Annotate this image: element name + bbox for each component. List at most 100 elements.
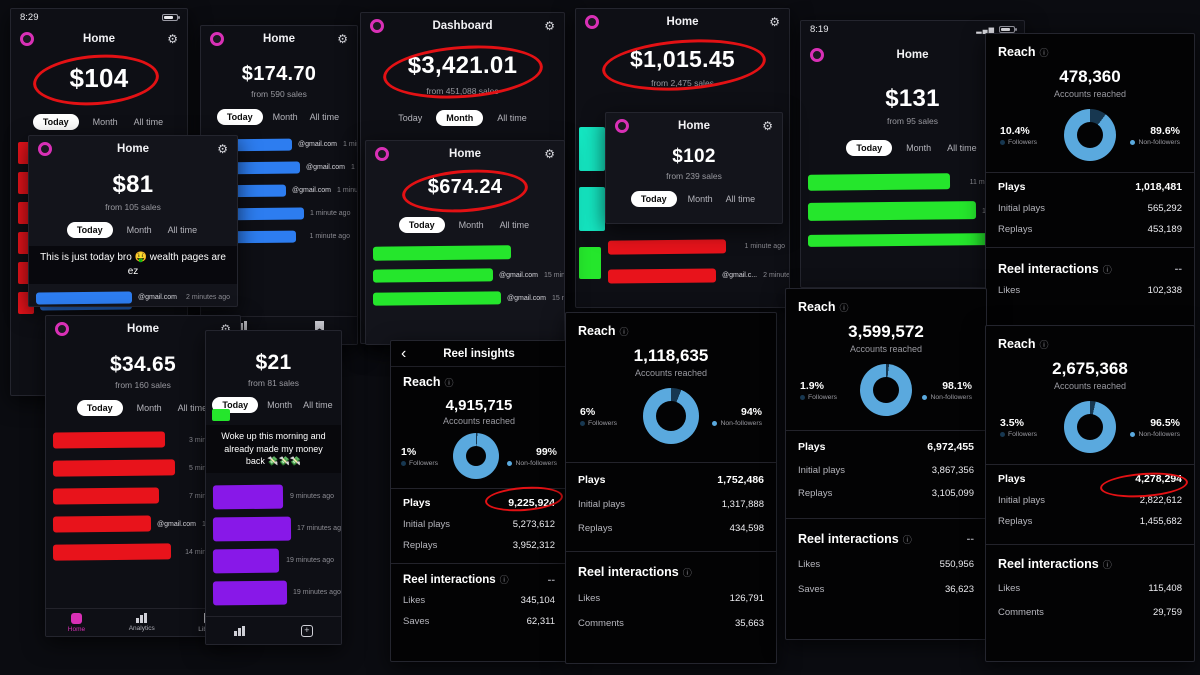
non-followers-pct: 89.6% <box>1150 124 1180 137</box>
transaction-row[interactable]: @gmail.com 15 minutes ago <box>372 268 564 283</box>
reach-insights-panel-2675368: Reach ⓘ 2,675,368 Accounts reached 3.5% … <box>985 325 1195 662</box>
transaction-row[interactable]: @gmail.com 15 minutes ago <box>372 291 564 306</box>
settings-gear-icon[interactable]: ⚙ <box>544 18 555 33</box>
tab-today[interactable]: Today <box>76 400 123 416</box>
tab-all-time[interactable]: All time <box>167 225 198 235</box>
page-title: Home <box>83 32 115 45</box>
settings-gear-icon[interactable]: ⚙ <box>769 14 780 29</box>
redacted-content <box>607 238 727 255</box>
reel-interactions-label: Reel interactions <box>998 262 1099 276</box>
divider <box>566 462 776 463</box>
nav-analytics[interactable] <box>234 625 245 636</box>
transaction-row[interactable]: @gmail.com 1 minute ago <box>207 137 357 152</box>
transaction-row[interactable]: 17 minutes ago <box>212 516 341 542</box>
transaction-row[interactable]: @gmail.com 1 minute ago <box>207 183 357 198</box>
tab-month[interactable]: Month <box>687 194 713 204</box>
tab-all-time[interactable]: All time <box>133 117 164 127</box>
nav-create[interactable]: + <box>300 624 313 637</box>
settings-gear-icon[interactable]: ⚙ <box>337 31 348 46</box>
followers-stat: 1.9% Followers <box>800 380 858 401</box>
transaction-row[interactable]: 1 minute ago <box>607 238 785 255</box>
tab-all-time[interactable]: All time <box>947 143 977 153</box>
tab-today[interactable]: Today <box>398 217 445 233</box>
timestamp: 15 minutes ago <box>544 272 565 279</box>
tab-today[interactable]: Today <box>32 114 79 130</box>
redacted-content <box>212 409 230 421</box>
tab-month[interactable]: Month <box>136 403 162 413</box>
tab-today[interactable]: Today <box>846 140 893 156</box>
tab-month[interactable]: Month <box>126 225 152 235</box>
reach-insights-panel-1118635: Reach ⓘ 1,118,635 Accounts reached 6% Fo… <box>565 312 777 664</box>
tab-today[interactable]: Today <box>398 113 423 123</box>
transaction-list: 1 minute ago @gmail.c... 2 minutes ago <box>607 231 789 284</box>
info-icon[interactable]: ⓘ <box>1039 47 1049 58</box>
info-icon[interactable]: ⓘ <box>902 534 912 545</box>
tab-all-time[interactable]: All time <box>499 220 530 230</box>
followers-breakdown: 6% Followers 94% Non-followers <box>566 378 776 448</box>
reach-label: Reach <box>403 375 441 389</box>
reach-donut-chart <box>860 364 912 416</box>
transaction-row[interactable] <box>372 244 557 261</box>
settings-gear-icon[interactable]: ⚙ <box>167 31 178 46</box>
info-icon[interactable]: ⓘ <box>839 302 849 313</box>
info-icon[interactable]: ⓘ <box>444 377 454 388</box>
back-icon[interactable]: ‹ <box>401 344 407 362</box>
transaction-row[interactable]: @gmail.com 1 minute ago <box>207 160 357 175</box>
settings-gear-icon[interactable]: ⚙ <box>217 141 228 156</box>
likes-row: Likes 115,408 <box>986 575 1194 599</box>
settings-gear-icon[interactable]: ⚙ <box>544 146 555 161</box>
info-icon[interactable]: ⓘ <box>682 567 692 578</box>
followers-label: Followers <box>409 459 439 467</box>
info-icon[interactable]: ⓘ <box>619 326 629 337</box>
redacted-content <box>372 291 502 306</box>
timestamp: 1 minute ago <box>343 141 357 148</box>
tab-month[interactable]: Month <box>272 112 298 122</box>
tab-month[interactable]: Month <box>92 117 118 127</box>
transaction-row[interactable]: 1 minute ago <box>207 229 350 244</box>
tab-all-time[interactable]: All time <box>309 112 340 122</box>
divider <box>391 563 567 564</box>
saves-label: Saves <box>798 584 825 595</box>
initial-plays-row: Initial plays 5,273,612 <box>391 514 567 535</box>
app-header: Dashboard ⚙ <box>361 13 564 38</box>
tab-today[interactable]: Today <box>630 191 677 207</box>
tab-month[interactable]: Month <box>458 220 484 230</box>
info-icon[interactable]: ⓘ <box>1102 264 1112 275</box>
tab-all-time[interactable]: All time <box>177 403 208 413</box>
likes-row: Likes 102,338 <box>986 280 1194 301</box>
tab-month[interactable]: Month <box>906 143 932 153</box>
initial-plays-value: 1,317,888 <box>721 499 764 510</box>
transaction-row[interactable]: 9 minutes ago <box>212 484 334 510</box>
transaction-row[interactable]: 1 minute ago <box>207 206 350 221</box>
tab-all-time[interactable]: All time <box>725 194 756 204</box>
replays-row: Replays 1,455,682 <box>986 511 1194 532</box>
customer-email: @gmail.com <box>138 294 178 301</box>
library-icon <box>315 320 325 332</box>
settings-gear-icon[interactable]: ⚙ <box>220 321 231 336</box>
nav-analytics[interactable]: Analytics <box>129 613 155 632</box>
tab-all-time[interactable]: All time <box>303 400 333 410</box>
tab-today[interactable]: Today <box>66 222 113 238</box>
tab-month[interactable]: Month <box>436 110 484 126</box>
reach-donut-chart <box>453 433 499 479</box>
revenue-amount: $3,421.01 <box>407 52 518 79</box>
page-title: Reel insights <box>443 347 515 360</box>
time-filter-tabs: Today Month All time <box>29 222 237 238</box>
tab-all-time[interactable]: All time <box>497 113 527 123</box>
info-icon[interactable]: ⓘ <box>1102 559 1112 570</box>
reel-interactions-label: Reel interactions <box>798 532 899 546</box>
transaction-row[interactable]: @gmail.com 2 minutes ago <box>35 290 230 305</box>
transaction-row[interactable]: 19 minutes ago <box>212 580 341 606</box>
tab-month[interactable]: Month <box>267 400 293 410</box>
tab-today[interactable]: Today <box>216 109 263 125</box>
transaction-row[interactable]: 19 minutes ago <box>212 548 334 574</box>
initial-plays-row: Initial plays 2,822,612 <box>986 490 1194 511</box>
info-icon[interactable]: ⓘ <box>499 575 509 585</box>
settings-gear-icon[interactable]: ⚙ <box>762 118 773 133</box>
info-icon[interactable]: ⓘ <box>1039 339 1049 350</box>
timestamp: 2 minutes ago <box>186 294 230 301</box>
sales-count: from 590 sales <box>251 89 307 99</box>
transaction-row[interactable]: @gmail.c... 2 minutes ago <box>607 267 789 284</box>
nav-home[interactable]: Home <box>68 612 85 633</box>
